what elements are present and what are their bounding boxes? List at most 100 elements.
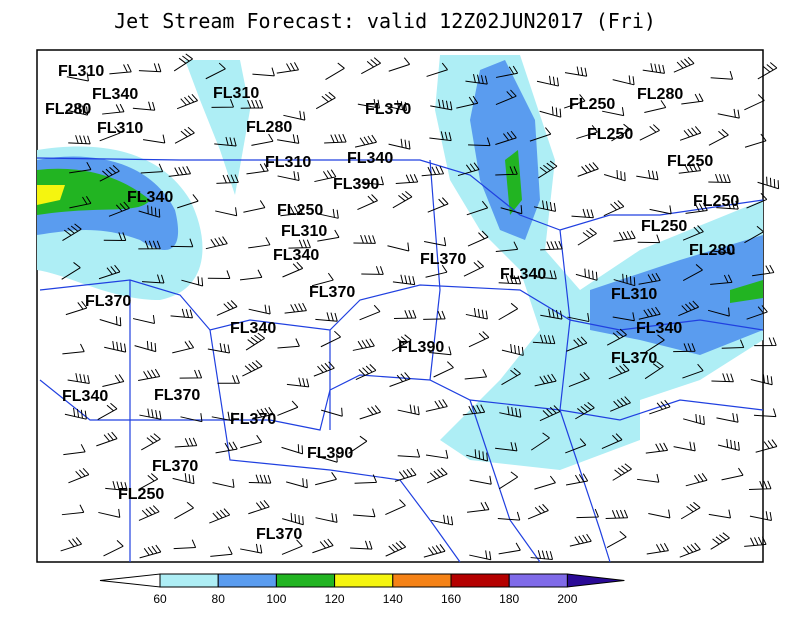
wind-barb bbox=[361, 57, 381, 75]
wind-barb bbox=[757, 176, 780, 190]
colorbar-low bbox=[99, 573, 161, 588]
wind-barb bbox=[678, 300, 700, 317]
wind-barb bbox=[384, 100, 407, 112]
wind-barb bbox=[603, 200, 625, 217]
wind-barb bbox=[466, 449, 488, 462]
wind-barb bbox=[211, 411, 234, 422]
wind-barb bbox=[288, 239, 311, 249]
wind-barb bbox=[321, 407, 343, 417]
flight-level-label: FL310 bbox=[281, 223, 327, 240]
wind-barb bbox=[710, 274, 733, 285]
wind-barb bbox=[746, 192, 768, 209]
wind-barb bbox=[708, 129, 729, 146]
wind-barb bbox=[68, 135, 91, 145]
wind-barb bbox=[216, 174, 239, 184]
flight-level-label: FL280 bbox=[637, 86, 683, 103]
flight-level-label: FL340 bbox=[636, 320, 682, 337]
wind-barb bbox=[425, 449, 449, 459]
wind-barb bbox=[97, 402, 118, 420]
wind-barb bbox=[177, 194, 199, 209]
wind-barb bbox=[361, 266, 384, 275]
wind-barb bbox=[132, 101, 156, 111]
wind-barb bbox=[138, 368, 161, 382]
jet-shade bbox=[37, 168, 150, 215]
flight-level-label: FL310 bbox=[97, 120, 143, 137]
wind-barb bbox=[575, 402, 595, 420]
wind-barb bbox=[495, 130, 517, 145]
wind-barb bbox=[565, 473, 589, 486]
wind-barb bbox=[207, 270, 231, 279]
wind-barb bbox=[576, 124, 598, 140]
wind-barb bbox=[577, 162, 599, 177]
map bbox=[36, 49, 764, 563]
colorbar-label: 80 bbox=[212, 592, 226, 606]
wind-barb bbox=[682, 363, 704, 379]
wind-barb bbox=[534, 475, 556, 490]
wind-barb bbox=[215, 441, 238, 454]
wind-barb bbox=[320, 330, 341, 348]
wind-barb bbox=[240, 434, 262, 449]
wind-barb bbox=[251, 406, 274, 420]
wind-barb bbox=[315, 513, 338, 523]
wind-barb bbox=[683, 413, 705, 426]
wind-barb bbox=[425, 264, 448, 278]
wind-barb bbox=[324, 133, 347, 144]
wind-barb bbox=[457, 162, 480, 177]
wind-barb bbox=[277, 338, 300, 349]
wind-barb bbox=[103, 540, 124, 557]
wind-barb bbox=[716, 412, 739, 423]
wind-barb bbox=[680, 501, 701, 520]
wind-barb bbox=[104, 340, 127, 353]
flight-level-label: FL370 bbox=[85, 293, 131, 310]
flight-level-label: FL370 bbox=[230, 411, 276, 428]
wind-barb bbox=[248, 237, 271, 249]
wind-barb bbox=[744, 225, 764, 244]
wind-barb bbox=[316, 208, 339, 219]
wind-barb bbox=[277, 400, 299, 416]
wind-barbs bbox=[60, 53, 780, 561]
wind-barb bbox=[102, 103, 125, 115]
wind-barb bbox=[140, 163, 164, 174]
wind-barb bbox=[425, 399, 448, 412]
flight-level-label: FL340 bbox=[347, 150, 393, 167]
wind-barb bbox=[495, 166, 518, 176]
wind-barb bbox=[215, 207, 238, 217]
wind-barb bbox=[744, 133, 767, 148]
wind-barb bbox=[606, 328, 627, 346]
flight-level-label: FL340 bbox=[230, 320, 276, 337]
wind-barb bbox=[721, 339, 745, 349]
flight-level-label: FL370 bbox=[365, 101, 411, 118]
wind-barb bbox=[679, 126, 702, 141]
wind-barb bbox=[424, 237, 447, 247]
wind-barb bbox=[603, 169, 626, 182]
flight-level-label: FL340 bbox=[92, 86, 138, 103]
wind-barb bbox=[755, 439, 778, 453]
wind-barb bbox=[172, 340, 195, 354]
wind-barb bbox=[753, 408, 777, 418]
wind-barb bbox=[98, 508, 121, 518]
jet-shade bbox=[590, 235, 763, 355]
wind-barb bbox=[170, 238, 194, 248]
wind-barb bbox=[281, 444, 304, 455]
jet-shade bbox=[730, 280, 763, 303]
wind-barb bbox=[315, 312, 338, 322]
wind-barb bbox=[749, 480, 772, 490]
wind-barb bbox=[142, 134, 166, 144]
wind-barb bbox=[315, 453, 338, 463]
wind-barb bbox=[673, 441, 696, 452]
flight-level-label: FL250 bbox=[277, 202, 323, 219]
wind-barb bbox=[673, 343, 696, 353]
wind-barb bbox=[108, 201, 130, 217]
wind-barb bbox=[576, 508, 599, 519]
wind-barb bbox=[66, 103, 89, 116]
wind-barb bbox=[673, 56, 695, 73]
wind-barb bbox=[495, 441, 518, 452]
wind-barb bbox=[682, 225, 704, 241]
wind-barb bbox=[385, 540, 407, 557]
wind-barb bbox=[314, 169, 337, 183]
wind-barb bbox=[429, 131, 452, 142]
wind-barb bbox=[708, 173, 731, 183]
wind-barb bbox=[744, 94, 765, 111]
wind-barb bbox=[423, 544, 446, 558]
